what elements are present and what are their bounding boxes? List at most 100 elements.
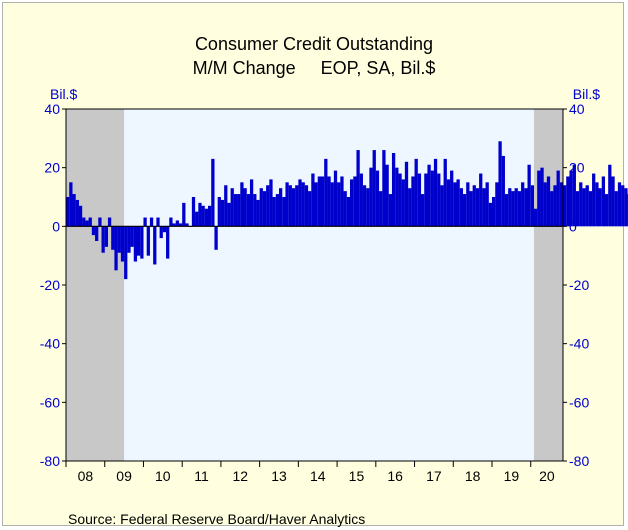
bar [233,194,238,227]
y-tick-label-right: -60 [569,394,589,410]
bar [588,191,593,227]
bar [456,179,460,227]
x-tick-label: 20 [539,468,555,484]
bar [504,194,509,227]
y-tick-label-left: 0 [52,218,60,234]
bar [492,197,496,227]
bar [479,173,483,227]
bar [511,191,515,227]
bar [88,217,92,227]
bar [453,182,457,227]
bar [537,170,541,227]
bar [553,185,557,227]
bar [253,194,257,227]
x-tick-label: 11 [194,468,209,484]
bar [346,197,351,227]
bar [462,194,467,227]
bar [224,185,228,227]
bar [288,185,292,227]
bar [298,179,302,227]
bar [282,197,286,227]
bar [275,194,280,227]
bar [598,188,602,227]
bar [359,173,363,227]
bar [159,226,163,239]
bar [140,226,144,259]
bar [540,167,544,227]
bar [117,226,121,253]
x-tick-label: 08 [78,468,94,484]
bar [508,188,512,227]
source-note: Source: Federal Reserve Board/Haver Anal… [68,511,365,527]
bar [433,158,438,227]
bar [430,170,434,227]
bar [585,185,589,227]
bar [566,176,570,227]
bar [624,188,628,227]
bar [262,191,267,227]
x-tick-label: 10 [155,468,171,484]
bar [153,226,157,265]
bar [327,176,331,227]
bar [330,182,334,227]
bar [482,188,486,227]
bar [243,188,247,227]
bar [543,182,547,227]
bar [137,226,141,256]
bar [404,161,409,227]
bar [162,226,167,233]
bar [133,226,138,262]
y-axis-unit-right: Bil.$ [573,86,600,102]
chart-subtitle: M/M Change EOP, SA, Bil.$ [193,58,436,78]
bar [291,188,296,227]
x-tick-label: 09 [116,468,132,484]
bar [427,164,431,227]
bar [604,194,609,227]
bar [592,173,596,227]
bar [120,226,125,262]
bar [369,167,373,227]
bar [114,226,118,271]
bar [246,194,251,227]
bar [314,182,318,227]
bar [101,226,105,253]
bar [485,182,489,227]
bar [443,158,447,227]
bar [98,217,102,227]
chart-title: Consumer Credit Outstanding [195,34,433,54]
bar [324,158,328,227]
bar [172,223,176,227]
bar [372,150,376,227]
bar [178,223,183,227]
x-tick-label: 16 [387,468,403,484]
bar [146,226,150,256]
bar [353,176,357,227]
bar [104,226,109,247]
bar [230,188,234,227]
x-tick-label: 19 [504,468,520,484]
bar [240,182,244,227]
plot-area: 40 40 20 20 0 0 -20 -20 -40 -40 -60 -60 -80 -80 08 09 10… [40,101,628,484]
bar [488,202,493,227]
bar [82,217,86,227]
bar [501,155,505,227]
bar [459,188,464,227]
bar [362,185,367,227]
bar [256,199,260,227]
bar [320,176,325,227]
bar [214,226,218,250]
bar [343,191,347,227]
y-axis-unit-left: Bil.$ [50,86,77,102]
bar [311,173,315,227]
bar [75,199,79,227]
bar [521,182,525,227]
bar [78,205,83,227]
y-tick-label-left: -20 [40,277,60,293]
bar [195,211,199,227]
bar [614,191,618,227]
bar [437,173,441,227]
bar [421,194,425,227]
bar [259,188,263,227]
bar [204,208,209,227]
